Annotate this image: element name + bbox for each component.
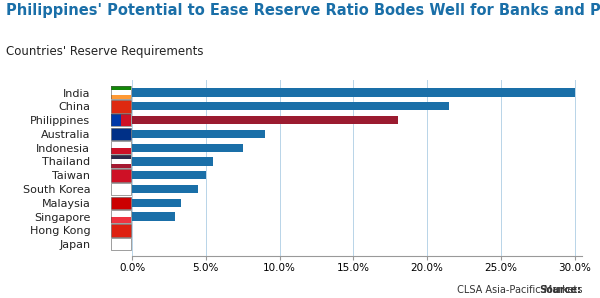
Bar (132, 199, 181, 207)
Text: CLSA Asia-Pacific Markets: CLSA Asia-Pacific Markets (454, 285, 582, 295)
Bar (132, 130, 265, 138)
Bar (132, 144, 242, 152)
Bar (132, 212, 175, 221)
Bar (132, 102, 449, 111)
Bar (132, 116, 398, 124)
Bar (132, 185, 199, 193)
Bar (132, 171, 206, 179)
Bar (132, 89, 575, 97)
Text: Philippines' Potential to Ease Reserve Ratio Bodes Well for Banks and Property: Philippines' Potential to Ease Reserve R… (6, 3, 600, 18)
Text: Source:: Source: (539, 285, 581, 295)
Bar (132, 157, 213, 166)
Text: Countries' Reserve Requirements: Countries' Reserve Requirements (6, 45, 203, 58)
